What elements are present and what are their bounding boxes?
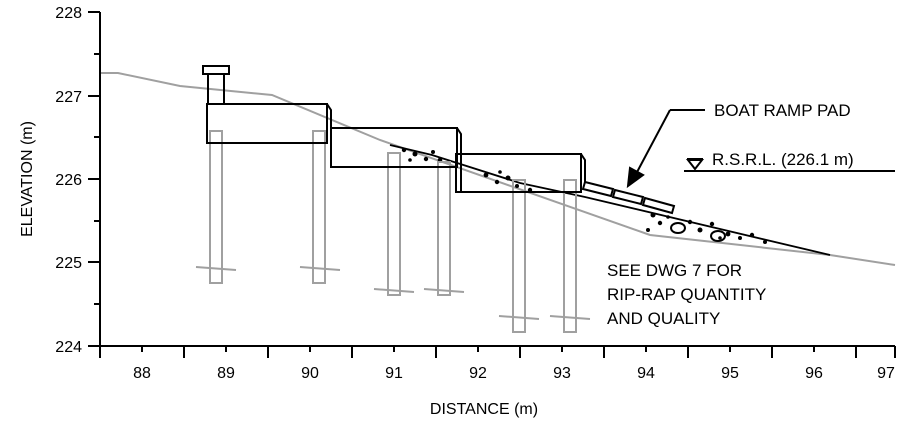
riprap-stones [401,147,767,244]
stepped-structure [202,65,586,193]
axes [99,12,895,347]
cap-block [202,65,230,75]
x-tick-label: 97 [877,365,895,382]
pile-2 [299,130,341,284]
step-3 [455,153,582,193]
boat-ramp-label: BOAT RAMP PAD [714,101,851,120]
y-tick-label: 225 [55,255,82,272]
x-tick-label: 91 [385,365,403,382]
x-tick-label: 90 [301,365,319,382]
note-line-1: SEE DWG 7 FOR [607,261,742,280]
x-tick-label: 92 [469,365,487,382]
pile-4 [423,161,465,296]
pile-6 [549,179,591,333]
piles [195,130,591,333]
pile-5 [498,179,540,333]
boat-ramp-pad [581,180,676,215]
rsrl-label: R.S.R.L. (226.1 m) [712,150,854,169]
x-tick-label: 88 [133,365,151,382]
x-tick-label: 95 [721,365,739,382]
y-tick-label: 224 [55,339,82,356]
step-2 [330,127,458,168]
pile-1 [195,130,237,284]
y-tick-label: 226 [55,172,82,189]
y-tick-label: 227 [55,89,82,106]
note-line-3: AND QUALITY [607,309,720,328]
y-ticks [88,11,100,347]
riprap-boulders [670,222,726,242]
boat-ramp-leader [626,109,705,189]
x-tick-label: 93 [553,365,571,382]
y-tick-label: 228 [55,5,82,22]
pile-3 [373,152,415,296]
y-axis-title: ELEVATION (m) [19,121,36,237]
x-ticks [99,346,896,358]
x-tick-label: 89 [217,365,235,382]
rsrl-symbol [684,158,895,172]
x-tick-label: 96 [805,365,823,382]
note-line-2: RIP-RAP QUANTITY [607,285,766,304]
x-tick-label: 94 [637,365,655,382]
x-axis-title: DISTANCE (m) [430,401,538,418]
